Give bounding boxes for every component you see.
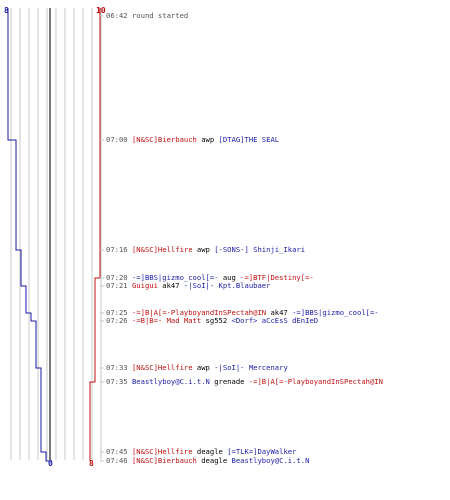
event-time: 07:45 bbox=[106, 447, 128, 456]
red-team-alive-line bbox=[89, 8, 101, 461]
killer-name: [N&SC]Bierbauch bbox=[131, 135, 197, 144]
victim-name: [DTAG]THE SEAL bbox=[218, 135, 280, 144]
victim-name: -|SoI|- Kpt.Blaubaer bbox=[183, 281, 271, 290]
round-start-entry: 06:42 round started bbox=[106, 11, 188, 20]
kill-entry: 07:00 [N&SC]Bierbauch awp [DTAG]THE SEAL bbox=[106, 135, 279, 144]
weapon-name: sg552 bbox=[205, 316, 228, 325]
event-time: 07:00 bbox=[106, 135, 128, 144]
blue-team-alive-line bbox=[7, 8, 52, 462]
event-time: 06:42 bbox=[106, 11, 128, 20]
timeline-grid bbox=[10, 8, 102, 460]
weapon-name: awp bbox=[196, 363, 210, 372]
victim-name: Beastlyboy@C.i.t.N bbox=[231, 456, 310, 465]
red-team-count-end: 8 bbox=[89, 459, 94, 468]
kill-entry: 07:26 -=B|B=- Mad Matt sg552 <Dorf> aCcE… bbox=[106, 316, 318, 325]
killer-name: Beastlyboy@C.i.t.N bbox=[131, 377, 210, 386]
kill-entry: 07:45 [N&SC]Hellfire deagle [=TLK=]DayWa… bbox=[106, 447, 296, 456]
kill-entry: 07:21 Guigui ak47 -|SoI|- Kpt.Blaubaer bbox=[106, 281, 270, 290]
event-time: 07:35 bbox=[106, 377, 128, 386]
killer-name: [N&SC]Hellfire bbox=[131, 363, 193, 372]
event-time: 07:26 bbox=[106, 316, 128, 325]
event-time: 07:46 bbox=[106, 456, 128, 465]
blue-team-count-start: 8 bbox=[4, 6, 9, 15]
event-time: 07:25 bbox=[106, 308, 128, 317]
weapon-name: aug bbox=[222, 273, 236, 282]
weapon-name: deagle bbox=[196, 447, 223, 456]
weapon-name: awp bbox=[201, 135, 215, 144]
victim-name: -=]BTF|Destiny[=- bbox=[240, 273, 314, 282]
event-connectors bbox=[100, 15, 104, 462]
event-time: 07:21 bbox=[106, 281, 128, 290]
kill-entry: 07:46 [N&SC]Bierbauch deagle Beastlyboy@… bbox=[106, 456, 309, 465]
event-time: 07:16 bbox=[106, 245, 128, 254]
weapon-name: ak47 bbox=[270, 308, 288, 317]
killer-name: Guigui bbox=[131, 281, 158, 290]
weapon-name: awp bbox=[196, 245, 210, 254]
kill-entry: 07:33 [N&SC]Hellfire awp -|SoI|- Mercena… bbox=[106, 363, 288, 372]
weapon-name: grenade bbox=[214, 377, 245, 386]
victim-name: -=]BBS|gizmo_cool[=- bbox=[292, 308, 379, 317]
event-text: round started bbox=[131, 11, 189, 20]
weapon-name: deagle bbox=[201, 456, 228, 465]
kill-entry: 07:20 -=]BBS|gizmo_cool[=- aug -=]BTF|De… bbox=[106, 273, 314, 282]
victim-name: [-SONS-] Shinji_Ikari bbox=[214, 245, 306, 254]
kill-entry: 07:25 -=]B|A[=-PlayboyandInSPectah@IN ak… bbox=[106, 308, 379, 317]
victim-name: [=TLK=]DayWalker bbox=[227, 447, 297, 456]
weapon-name: ak47 bbox=[162, 281, 180, 290]
killer-name: -=B|B=- Mad Matt bbox=[131, 316, 202, 325]
event-time: 07:33 bbox=[106, 363, 128, 372]
killer-name: [N&SC]Hellfire bbox=[131, 245, 193, 254]
victim-name: -=]B|A[=-PlayboyandInSPectah@IN bbox=[248, 377, 383, 386]
victim-name: <Dorf> aCcEsS dEnIeD bbox=[231, 316, 319, 325]
victim-name: -|SoI|- Mercenary bbox=[214, 363, 288, 372]
event-time: 07:20 bbox=[106, 273, 128, 282]
killer-name: [N&SC]Hellfire bbox=[131, 447, 193, 456]
kill-entry: 07:35 Beastlyboy@C.i.t.N grenade -=]B|A[… bbox=[106, 377, 383, 386]
killer-name: [N&SC]Bierbauch bbox=[131, 456, 197, 465]
blue-team-count-end: 0 bbox=[48, 459, 53, 468]
killer-name: -=]B|A[=-PlayboyandInSPectah@IN bbox=[131, 308, 267, 317]
red-team-count-start: 10 bbox=[96, 6, 106, 15]
killer-name: -=]BBS|gizmo_cool[=- bbox=[131, 273, 219, 282]
kill-entry: 07:16 [N&SC]Hellfire awp [-SONS-] Shinji… bbox=[106, 245, 305, 254]
